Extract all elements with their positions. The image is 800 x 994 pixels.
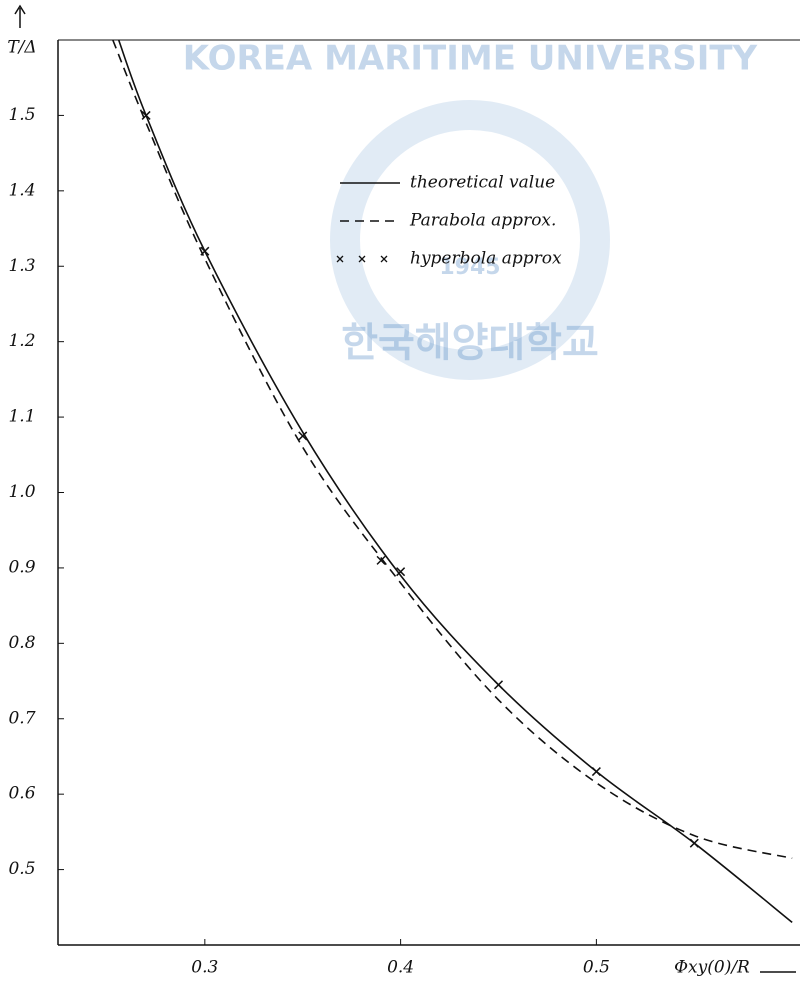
x-tick-label: 0.4 <box>387 958 414 978</box>
y-tick-label: 1.4 <box>8 180 35 200</box>
legend-label: Parabola approx. <box>409 211 556 231</box>
y-tick-label: 1.2 <box>8 331 35 351</box>
y-tick-label: 0.6 <box>8 784 35 804</box>
x-tick-label: 0.3 <box>191 958 218 978</box>
chart: KOREA MARITIME UNIVERSITY 1945 한국해양대학교 T… <box>0 0 800 994</box>
legend-marker <box>381 256 387 262</box>
x-axis-label: Φxy(0)/R <box>674 958 750 978</box>
page: KOREA MARITIME UNIVERSITY 1945 한국해양대학교 T… <box>0 0 800 994</box>
y-tick-label: 1.1 <box>8 407 35 427</box>
x-tick-label: 0.5 <box>583 958 610 978</box>
series-line <box>113 40 792 858</box>
legend-label: hyperbola approx <box>410 249 562 269</box>
watermark: KOREA MARITIME UNIVERSITY 1945 한국해양대학교 <box>183 39 758 367</box>
y-tick-label: 0.8 <box>8 633 35 653</box>
watermark-korean: 한국해양대학교 <box>341 320 599 366</box>
y-tick-label: 1.5 <box>8 105 35 125</box>
marker <box>495 681 503 689</box>
y-tick-label: 0.7 <box>8 708 35 728</box>
y-tick-label: 1.3 <box>8 256 35 276</box>
y-axis-label: T/Δ <box>7 38 36 58</box>
legend-label: theoretical value <box>410 173 555 193</box>
y-tick-label: 0.9 <box>8 557 35 577</box>
marker <box>690 839 698 847</box>
watermark-text: KOREA MARITIME UNIVERSITY <box>183 39 758 79</box>
y-tick-label: 1.0 <box>8 482 35 502</box>
marker <box>592 768 600 776</box>
y-tick-label: 0.5 <box>8 859 35 879</box>
